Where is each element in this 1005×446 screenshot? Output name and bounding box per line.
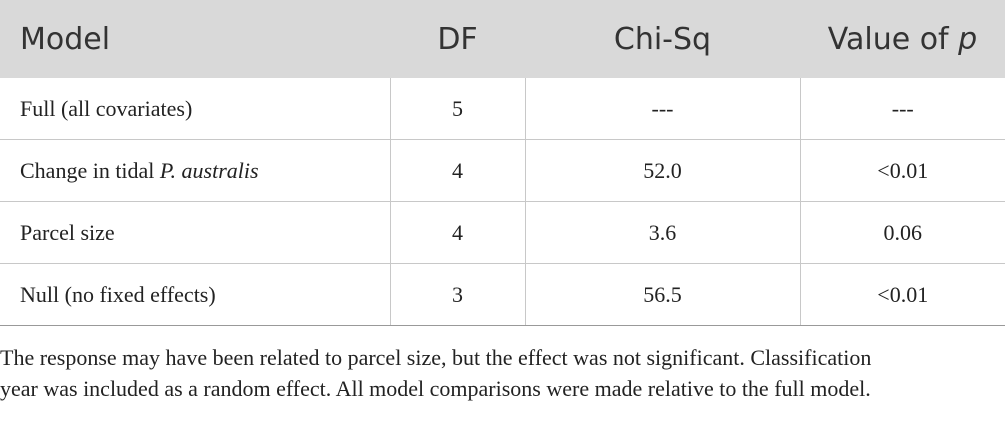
cell-text: Change in tidal [20,157,160,183]
cell: 0.06 [799,201,1005,264]
cell: Parcel size [0,201,390,264]
cell: 4 [389,139,525,202]
results-table: Model DF Chi-Sq Value of p Full (all cov… [0,0,1005,326]
cell: 4 [389,201,525,264]
cell-italic: P. australis [159,157,259,183]
row: Change in tidal P. australis 4 52.0 <0.0… [0,139,1005,202]
cell: 52.0 [524,139,800,202]
cell: <0.01 [799,139,1005,202]
cell: 3.6 [524,201,800,264]
header-cell: Model [0,0,390,78]
cell: 3 [389,263,525,326]
header-row: Model DF Chi-Sq Value of p [0,0,1005,78]
footnote: The response may have been related to pa… [0,345,872,401]
cell: <0.01 [799,263,1005,326]
row: Null (no fixed effects) 3 56.5 <0.01 [0,263,1005,326]
row: Parcel size 4 3.6 0.06 [0,201,1005,264]
cell: 56.5 [524,263,800,326]
row: Full (all covariates) 5 --- --- [0,78,1005,140]
header-text: Value of [827,21,959,57]
cell: --- [799,78,1005,140]
header-cell: Value of p [800,0,1005,78]
cell: Full (all covariates) [0,78,390,140]
header-italic: p [958,21,978,57]
cell: Change in tidal P. australis [0,139,390,202]
cell: 5 [389,78,525,140]
cell: --- [524,78,800,140]
cell: Null (no fixed effects) [0,263,390,326]
header-cell: DF [390,0,525,78]
header-cell: Chi-Sq [525,0,800,78]
